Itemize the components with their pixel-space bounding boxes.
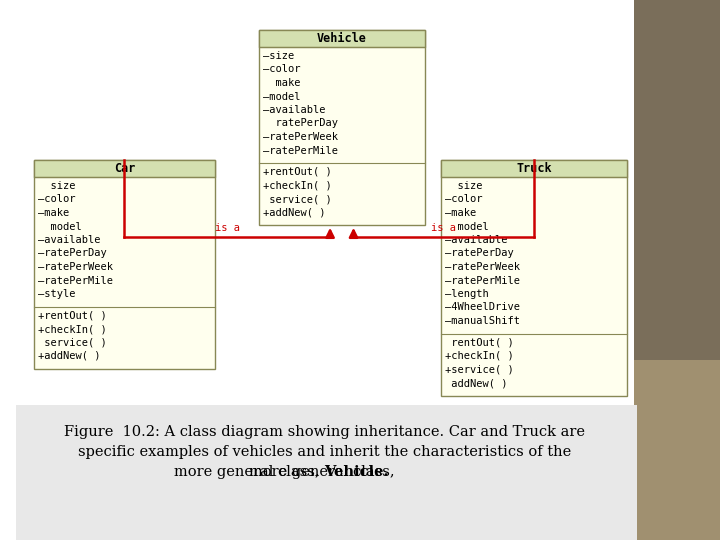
Text: –ratePerWeek: –ratePerWeek	[446, 262, 521, 272]
Text: Vehicle.: Vehicle.	[324, 465, 389, 479]
Text: +rentOut( ): +rentOut( )	[38, 310, 107, 321]
Text: model: model	[446, 221, 489, 232]
Bar	[17, 405, 637, 540]
Text: –color: –color	[38, 194, 76, 205]
Text: +checkIn( ): +checkIn( )	[446, 351, 514, 361]
Text: –ratePerDay: –ratePerDay	[446, 248, 514, 259]
Text: +rentOut( ): +rentOut( )	[263, 167, 331, 177]
Text: service( ): service( )	[38, 338, 107, 348]
Text: +checkIn( ): +checkIn( )	[263, 180, 331, 191]
Text: Figure  10.2: A class diagram showing inheritance. Car and Truck are: Figure 10.2: A class diagram showing inh…	[63, 425, 585, 439]
Text: –available: –available	[446, 235, 508, 245]
Text: –manualShift: –manualShift	[446, 316, 521, 326]
Text: –color: –color	[263, 64, 300, 75]
Text: –ratePerMile: –ratePerMile	[263, 145, 338, 156]
Text: rentOut( ): rentOut( )	[446, 338, 514, 348]
Text: –ratePerMile: –ratePerMile	[38, 275, 113, 286]
Text: –available: –available	[38, 235, 100, 245]
Text: more general class,: more general class,	[249, 465, 400, 479]
Text: is a: is a	[431, 223, 456, 233]
Text: model: model	[38, 221, 81, 232]
Text: +addNew( ): +addNew( )	[263, 207, 325, 218]
Text: –length: –length	[446, 289, 489, 299]
Text: –make: –make	[38, 208, 69, 218]
Text: +service( ): +service( )	[446, 364, 514, 375]
Text: size: size	[38, 181, 76, 191]
Text: service( ): service( )	[263, 194, 331, 204]
Bar	[441, 160, 627, 177]
Text: –style: –style	[38, 289, 76, 299]
Text: size: size	[446, 181, 483, 191]
Bar	[634, 0, 720, 540]
Text: ratePerDay: ratePerDay	[263, 118, 338, 129]
Text: +addNew( ): +addNew( )	[38, 351, 100, 361]
Text: Vehicle: Vehicle	[317, 32, 366, 45]
Text: +checkIn( ): +checkIn( )	[38, 324, 107, 334]
Text: –ratePerMile: –ratePerMile	[446, 275, 521, 286]
Text: –available: –available	[263, 105, 325, 115]
Text: –color: –color	[446, 194, 483, 205]
Text: is a: is a	[215, 223, 240, 233]
Bar	[34, 160, 215, 177]
Text: –ratePerWeek: –ratePerWeek	[38, 262, 113, 272]
Text: specific examples of vehicles and inherit the characteristics of the: specific examples of vehicles and inheri…	[78, 445, 571, 459]
Text: Truck: Truck	[516, 162, 552, 175]
Text: Car: Car	[114, 162, 135, 175]
Text: –size: –size	[263, 51, 294, 61]
Text: more general class,: more general class,	[174, 465, 324, 479]
Text: addNew( ): addNew( )	[446, 378, 508, 388]
Bar	[34, 160, 215, 368]
Text: –make: –make	[446, 208, 477, 218]
Bar	[258, 30, 425, 225]
Bar	[634, 360, 720, 540]
Text: –model: –model	[263, 91, 300, 102]
Text: –4WheelDrive: –4WheelDrive	[446, 302, 521, 313]
Bar	[441, 160, 627, 395]
Text: –ratePerDay: –ratePerDay	[38, 248, 107, 259]
Text: –ratePerWeek: –ratePerWeek	[263, 132, 338, 142]
Bar	[258, 30, 425, 47]
Text: make: make	[263, 78, 300, 88]
